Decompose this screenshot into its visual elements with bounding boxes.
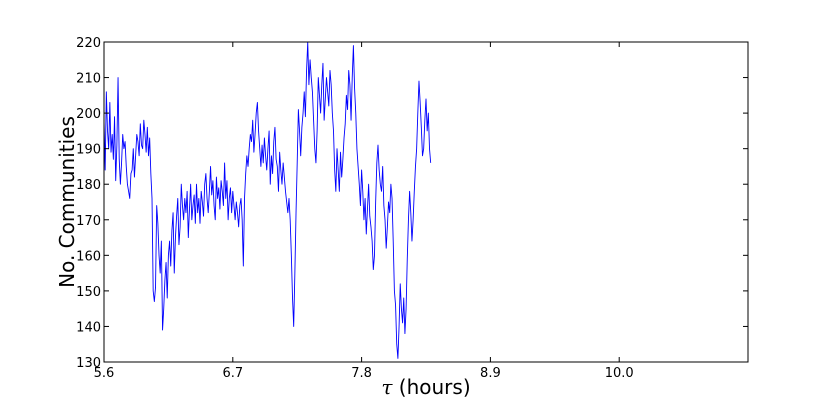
x-axis-symbol: τ: [381, 375, 393, 399]
x-tick-label: 7.8: [351, 366, 372, 381]
plot-frame: [103, 41, 749, 363]
x-axis-title: τ (hours): [381, 375, 470, 399]
y-axis-title: No. Communities: [55, 116, 79, 288]
y-tick-label: 180: [76, 178, 101, 193]
x-tick-label: 5.6: [94, 366, 115, 381]
series-layer: [103, 41, 432, 359]
y-tick-label: 130: [76, 356, 101, 371]
ticks-layer: 5.6 6.7 7.8 8.9 10.0 130 140 150 160 170 180 190 200…: [76, 36, 748, 381]
y-tick-label: 210: [76, 72, 101, 87]
x-tick-label: 8.9: [480, 366, 501, 381]
y-tick-label: 220: [76, 36, 101, 51]
y-tick-label: 190: [76, 143, 101, 158]
x-tick-label: 6.7: [222, 366, 243, 381]
series-line-0: [103, 41, 432, 359]
y-tick-label: 140: [76, 320, 101, 335]
x-tick-label: 10.0: [605, 366, 634, 381]
y-tick-label: 170: [76, 214, 101, 229]
y-tick-label: 150: [76, 285, 101, 300]
y-tick-label: 200: [76, 107, 101, 122]
y-tick-label: 160: [76, 249, 101, 264]
x-axis-title-text: (hours): [392, 375, 470, 399]
